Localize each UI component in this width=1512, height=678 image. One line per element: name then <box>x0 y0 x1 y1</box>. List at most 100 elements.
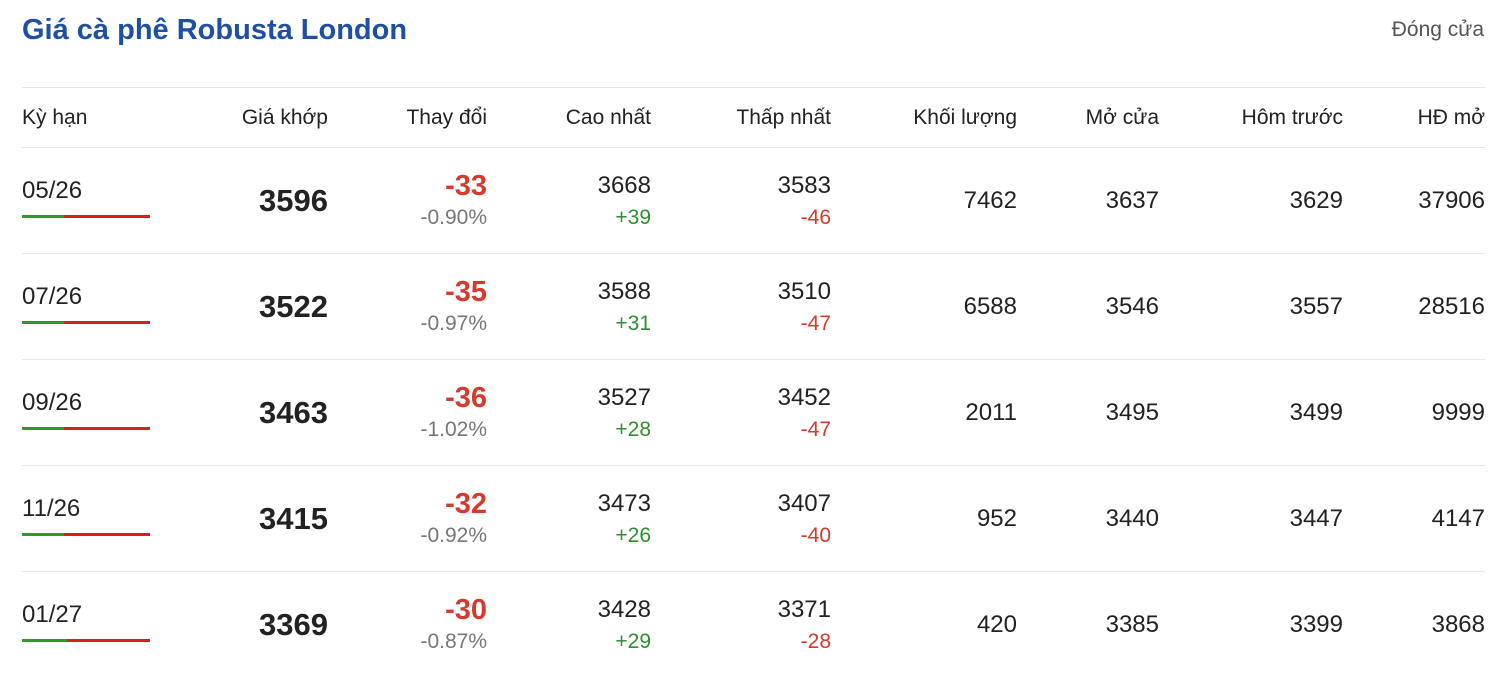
low-diff: -46 <box>800 205 831 229</box>
low-diff: -28 <box>800 629 831 653</box>
prev-cell: 3557 <box>1289 292 1343 320</box>
high-cell: 3428 +29 <box>487 572 651 678</box>
range-bar-red <box>64 427 150 430</box>
term-cell: 09/26 <box>22 360 162 466</box>
match-price: 3369 <box>259 606 328 642</box>
term-cell: 05/26 <box>22 148 162 254</box>
change-percent: -0.97% <box>420 311 487 335</box>
col-header-price[interactable]: Giá khớp <box>241 105 328 129</box>
col-header-low[interactable]: Thấp nhất <box>736 105 831 129</box>
range-bar-red <box>64 533 150 536</box>
range-bar <box>22 533 150 536</box>
range-bar <box>22 427 150 430</box>
change-value: -33 <box>445 169 487 202</box>
price-cell: 3369 <box>162 572 328 678</box>
low-cell: 3371 -28 <box>651 572 831 678</box>
change-cell: -32 -0.92% <box>328 466 487 572</box>
table-row[interactable]: 05/26 3596 -33 -0.90% 3668 +39 3583 -46 7462 3637… <box>22 148 1485 254</box>
match-price: 3522 <box>259 288 328 324</box>
high-diff: +29 <box>615 629 651 653</box>
high-cell: 3588 +31 <box>487 254 651 360</box>
change-value: -36 <box>445 381 487 414</box>
term-label: 07/26 <box>22 283 83 310</box>
col-header-high[interactable]: Cao nhất <box>565 105 651 129</box>
low-cell: 3452 -47 <box>651 360 831 466</box>
change-percent: -1.02% <box>420 417 487 441</box>
high-diff: +39 <box>615 205 651 229</box>
range-bar <box>22 639 150 642</box>
term-label: 05/26 <box>22 177 83 204</box>
prev-cell: 3629 <box>1289 186 1343 214</box>
range-bar-red <box>64 321 150 324</box>
col-header-open[interactable]: Mở cửa <box>1085 105 1159 129</box>
prev-cell: 3399 <box>1289 610 1343 638</box>
col-header-term[interactable]: Kỳ hạn <box>22 105 88 129</box>
table-row[interactable]: 09/26 3463 -36 -1.02% 3527 +28 3452 -47 2011 3495… <box>22 360 1485 466</box>
range-bar <box>22 321 150 324</box>
open-cell: 3637 <box>1105 186 1159 214</box>
range-bar-green <box>22 639 67 642</box>
high-diff: +31 <box>615 311 651 335</box>
low-diff: -47 <box>800 417 831 441</box>
high-cell: 3473 +26 <box>487 466 651 572</box>
volume-cell: 2011 <box>965 398 1017 426</box>
change-percent: -0.92% <box>420 523 487 547</box>
high-value: 3527 <box>597 383 651 411</box>
match-price: 3596 <box>259 182 328 218</box>
table-row[interactable]: 07/26 3522 -35 -0.97% 3588 +31 3510 -47 6588 3546… <box>22 254 1485 360</box>
range-bar-green <box>22 427 65 430</box>
low-value: 3407 <box>777 489 831 517</box>
volume-cell: 420 <box>976 610 1017 638</box>
low-cell: 3510 -47 <box>651 254 831 360</box>
high-value: 3588 <box>597 277 651 305</box>
open-interest-cell: 4147 <box>1431 504 1485 532</box>
volume-cell: 7462 <box>963 186 1017 214</box>
col-header-change[interactable]: Thay đổi <box>406 105 487 129</box>
low-diff: -40 <box>800 523 831 547</box>
open-interest-cell: 9999 <box>1431 398 1485 426</box>
low-diff: -47 <box>800 311 831 335</box>
table-row[interactable]: 11/26 3415 -32 -0.92% 3473 +26 3407 -40 952 3440 3… <box>22 466 1485 572</box>
change-value: -32 <box>445 487 487 520</box>
low-value: 3452 <box>777 383 831 411</box>
range-bar-green <box>22 533 65 536</box>
range-bar <box>22 215 150 218</box>
match-price: 3463 <box>259 394 328 430</box>
futures-table: Kỳ hạn Giá khớp Thay đổi Cao nhất Thấp n… <box>22 87 1485 677</box>
change-cell: -36 -1.02% <box>328 360 487 466</box>
volume-cell: 6588 <box>963 292 1017 320</box>
open-interest-cell: 37906 <box>1418 186 1485 214</box>
range-bar-green <box>22 321 65 324</box>
prev-cell: 3499 <box>1289 398 1343 426</box>
open-cell: 3385 <box>1105 610 1159 638</box>
change-cell: -33 -0.90% <box>328 148 487 254</box>
low-value: 3583 <box>777 171 831 199</box>
col-header-open-interest[interactable]: HĐ mở <box>1417 105 1485 129</box>
range-bar-red <box>66 639 150 642</box>
price-cell: 3463 <box>162 360 328 466</box>
open-interest-cell: 28516 <box>1418 292 1485 320</box>
table-row[interactable]: 01/27 3369 -30 -0.87% 3428 +29 3371 -28 420 3385 3… <box>22 572 1485 678</box>
low-value: 3371 <box>777 595 831 623</box>
change-cell: -35 -0.97% <box>328 254 487 360</box>
volume-cell: 952 <box>976 504 1017 532</box>
high-cell: 3527 +28 <box>487 360 651 466</box>
open-cell: 3495 <box>1105 398 1159 426</box>
change-percent: -0.87% <box>420 629 487 653</box>
price-cell: 3596 <box>162 148 328 254</box>
high-value: 3668 <box>597 171 651 199</box>
high-diff: +26 <box>615 523 651 547</box>
col-header-prev[interactable]: Hôm trước <box>1241 105 1343 129</box>
prev-cell: 3447 <box>1289 504 1343 532</box>
term-cell: 01/27 <box>22 572 162 678</box>
term-cell: 11/26 <box>22 466 162 572</box>
range-bar-red <box>64 215 150 218</box>
col-header-volume[interactable]: Khối lượng <box>913 105 1017 129</box>
change-value: -35 <box>445 275 487 308</box>
high-value: 3428 <box>597 595 651 623</box>
table-header-row: Kỳ hạn Giá khớp Thay đổi Cao nhất Thấp n… <box>22 87 1485 148</box>
change-cell: -30 -0.87% <box>328 572 487 678</box>
high-cell: 3668 +39 <box>487 148 651 254</box>
price-cell: 3415 <box>162 466 328 572</box>
